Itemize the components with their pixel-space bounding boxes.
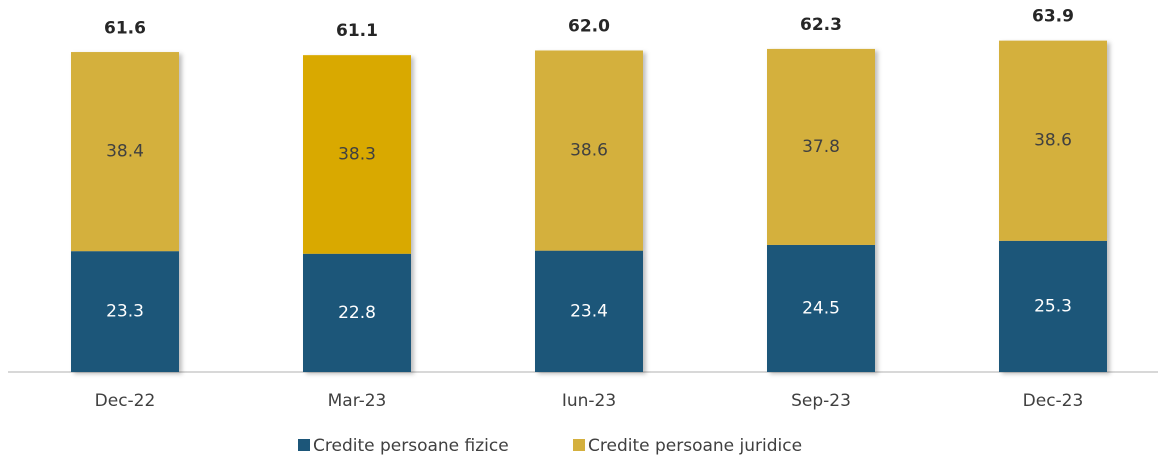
bar-segment — [767, 48, 875, 245]
bar-segment — [535, 250, 643, 372]
bar-group — [303, 55, 411, 372]
legend-swatch — [298, 439, 310, 451]
segment-label: 38.6 — [1034, 131, 1072, 151]
total-label: 62.0 — [568, 16, 610, 36]
segment-label: 25.3 — [1034, 296, 1072, 316]
segment-label: 37.8 — [802, 137, 840, 157]
bar-segment — [71, 251, 179, 372]
x-tick-label: Dec-23 — [1023, 391, 1084, 411]
x-tick-label: Mar-23 — [328, 391, 387, 411]
bar-segment — [767, 244, 875, 372]
x-tick-label: Dec-22 — [95, 391, 156, 411]
total-label: 63.9 — [1032, 7, 1074, 27]
bar-segment — [303, 55, 411, 254]
segment-label: 22.8 — [338, 303, 376, 323]
bar-group — [999, 40, 1107, 372]
bar-segment — [999, 240, 1107, 372]
x-tick-label: Sep-23 — [791, 391, 851, 411]
total-label: 61.1 — [336, 21, 378, 41]
x-tick-label: Iun-23 — [562, 391, 616, 411]
bar-group — [535, 50, 643, 372]
bar-segment — [535, 50, 643, 251]
segment-label: 24.5 — [802, 298, 840, 318]
total-label: 61.6 — [104, 19, 146, 39]
total-label: 62.3 — [800, 15, 842, 35]
segment-label: 23.4 — [570, 301, 608, 321]
segment-label: 38.6 — [570, 141, 608, 161]
bar-segment — [999, 40, 1107, 241]
bar-group — [71, 52, 179, 372]
segment-label: 23.3 — [106, 302, 144, 322]
legend-label: Credite persoane juridice — [588, 436, 802, 456]
segment-label: 38.4 — [106, 142, 144, 162]
legend-label: Credite persoane fizice — [313, 436, 509, 456]
bar-segment — [303, 253, 411, 372]
legend-swatch — [573, 439, 585, 451]
bar-group — [767, 48, 875, 372]
segment-label: 38.3 — [338, 144, 376, 164]
bar-segment — [71, 52, 179, 252]
